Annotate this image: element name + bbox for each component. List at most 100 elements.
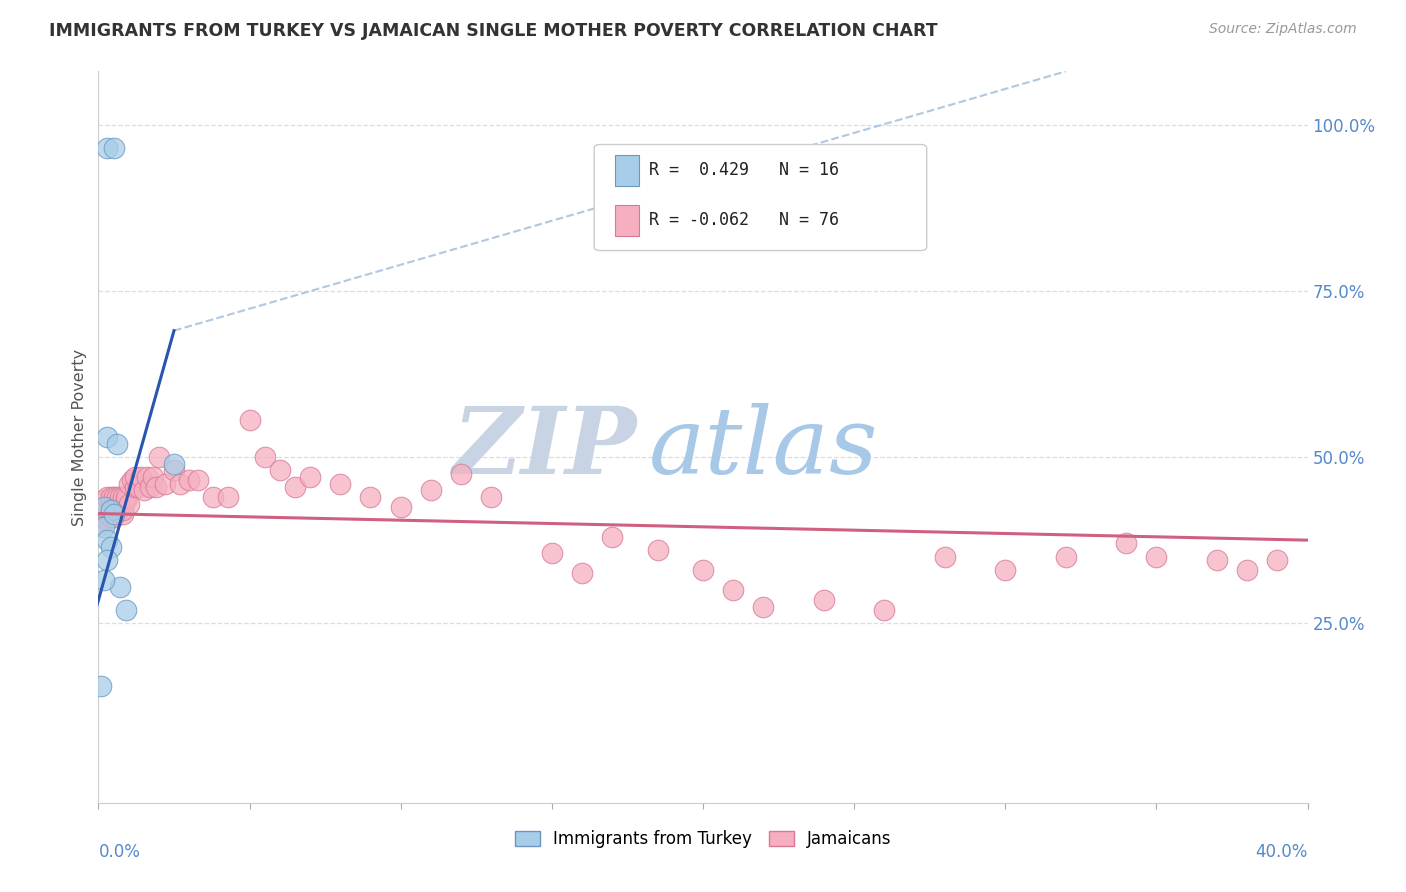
Point [96, 141, 118, 155]
Point [118, 497, 141, 511]
Point [93, 500, 115, 514]
Point [90, 497, 112, 511]
Point [1236, 563, 1258, 577]
Point [114, 603, 136, 617]
Point [100, 509, 122, 524]
Point [96, 513, 118, 527]
Point [103, 507, 125, 521]
Point [139, 480, 162, 494]
Point [692, 563, 714, 577]
Point [752, 599, 775, 614]
Point [239, 413, 262, 427]
Point [602, 530, 624, 544]
Point [1144, 549, 1167, 564]
Point [111, 507, 134, 521]
Point [105, 436, 128, 450]
Point [873, 603, 896, 617]
Point [813, 593, 835, 607]
FancyBboxPatch shape [595, 145, 927, 251]
Point [111, 503, 134, 517]
Y-axis label: Single Mother Poverty: Single Mother Poverty [72, 349, 87, 525]
Point [450, 467, 472, 481]
Text: R =  0.429   N = 16: R = 0.429 N = 16 [648, 161, 838, 179]
Point [994, 563, 1017, 577]
Point [96, 430, 118, 444]
Point [96, 490, 118, 504]
Point [647, 543, 669, 558]
Point [93, 493, 115, 508]
Point [127, 480, 149, 494]
Point [169, 476, 191, 491]
Point [934, 549, 956, 564]
Point [105, 503, 128, 517]
Point [93, 503, 115, 517]
Point [269, 463, 291, 477]
Point [179, 473, 201, 487]
Bar [614, 205, 638, 235]
Point [90, 507, 112, 521]
Point [571, 566, 593, 581]
Point [163, 463, 186, 477]
Point [1206, 553, 1229, 567]
Point [540, 546, 562, 560]
Bar [614, 155, 638, 186]
Text: 0.0%: 0.0% [98, 843, 141, 861]
Point [103, 490, 125, 504]
Text: IMMIGRANTS FROM TURKEY VS JAMAICAN SINGLE MOTHER POVERTY CORRELATION CHART: IMMIGRANTS FROM TURKEY VS JAMAICAN SINGL… [49, 22, 938, 40]
Text: atlas: atlas [648, 403, 879, 493]
Point [103, 509, 125, 524]
Point [100, 490, 122, 504]
Legend: Immigrants from Turkey, Jamaicans: Immigrants from Turkey, Jamaicans [508, 823, 898, 855]
Point [124, 470, 146, 484]
Point [187, 473, 209, 487]
Point [90, 516, 112, 531]
Point [108, 497, 131, 511]
Point [100, 503, 122, 517]
Point [96, 507, 118, 521]
Point [114, 493, 136, 508]
Point [111, 490, 134, 504]
Point [481, 490, 503, 504]
Point [389, 500, 412, 514]
Point [121, 473, 143, 487]
Point [108, 490, 131, 504]
Point [129, 470, 152, 484]
Point [100, 503, 122, 517]
Point [145, 480, 167, 494]
Point [148, 450, 170, 464]
Point [284, 480, 307, 494]
Point [105, 490, 128, 504]
Point [1115, 536, 1137, 550]
Point [93, 573, 115, 587]
Point [202, 490, 225, 504]
Point [114, 490, 136, 504]
Text: R = -0.062   N = 76: R = -0.062 N = 76 [648, 211, 838, 229]
Point [100, 497, 122, 511]
Point [108, 580, 131, 594]
Point [132, 483, 155, 498]
Text: ZIP: ZIP [453, 403, 637, 493]
Point [93, 509, 115, 524]
Point [360, 490, 382, 504]
Point [100, 540, 122, 554]
Point [105, 497, 128, 511]
Point [723, 582, 745, 597]
Text: 40.0%: 40.0% [1256, 843, 1308, 861]
Point [420, 483, 443, 498]
Point [96, 533, 118, 548]
Point [329, 476, 352, 491]
Point [96, 500, 118, 514]
Point [103, 141, 125, 155]
Point [163, 457, 186, 471]
Point [93, 520, 115, 534]
Point [124, 480, 146, 494]
Point [1054, 549, 1077, 564]
Point [118, 476, 141, 491]
Point [253, 450, 276, 464]
Point [90, 680, 112, 694]
Point [135, 470, 157, 484]
Point [142, 470, 165, 484]
Point [217, 490, 239, 504]
Point [96, 553, 118, 567]
Point [153, 476, 176, 491]
